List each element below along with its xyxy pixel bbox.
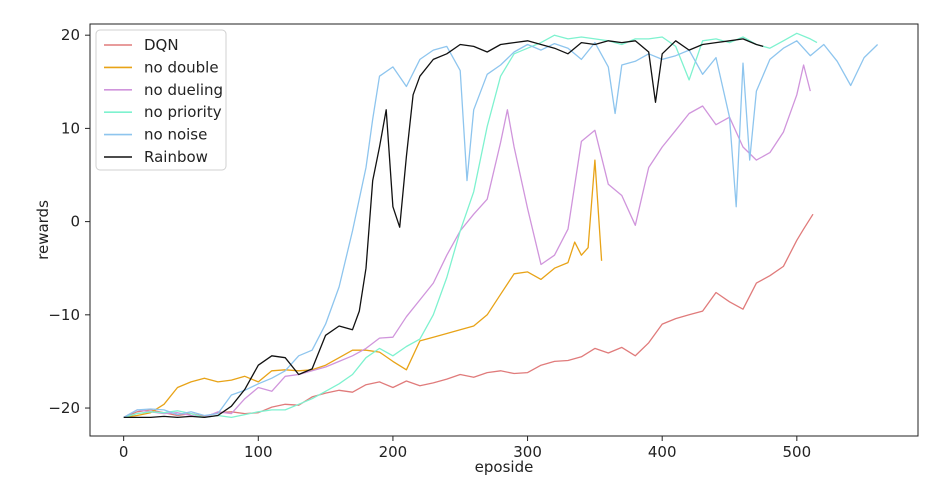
legend-label-3: no priority — [144, 103, 222, 121]
legend: DQN no double no dueling no priority no nois… — [95, 29, 227, 171]
x-tick-label-2: 200 — [379, 443, 408, 461]
y-tick-label-1: −10 — [48, 306, 80, 324]
x-tick-label-3: 300 — [513, 443, 542, 461]
x-tick-label-5: 500 — [783, 443, 812, 461]
legend-label-1: no double — [144, 58, 219, 76]
legend-label-5: Rainbow — [144, 148, 208, 166]
plot-frame — [89, 23, 919, 437]
axis-layer: 0 100 200 300 400 500 −20 −10 0 10 20 — [48, 26, 811, 461]
y-tick-label-2: 0 — [70, 213, 80, 231]
series-layer — [123, 32, 879, 419]
series-line-2 — [123, 64, 811, 419]
series-line-0 — [123, 213, 814, 418]
x-tick-label-0: 0 — [119, 443, 129, 461]
series-line-3 — [123, 32, 818, 419]
y-tick-label-4: 20 — [61, 26, 80, 44]
series-line-5 — [123, 38, 764, 419]
x-tick-label-4: 400 — [648, 443, 677, 461]
legend-label-4: no noise — [144, 126, 207, 144]
legend-label-2: no dueling — [144, 81, 223, 99]
series-line-4 — [123, 40, 879, 418]
series-line-1 — [123, 159, 603, 419]
y-axis-label: rewards — [34, 200, 52, 260]
legend-label-0: DQN — [144, 36, 179, 54]
y-tick-label-3: 10 — [61, 119, 80, 137]
x-tick-label-1: 100 — [244, 443, 273, 461]
y-tick-label-0: −20 — [48, 399, 80, 417]
x-axis-label: eposide — [475, 458, 534, 476]
